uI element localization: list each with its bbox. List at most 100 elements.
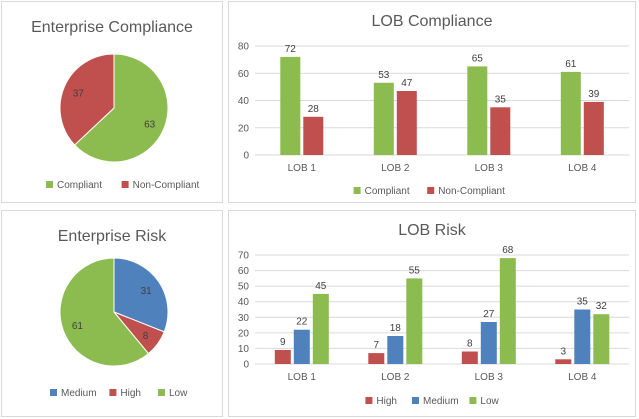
enterprise-risk-panel: Enterprise Risk 31 8 61 Medium High Low <box>1 210 223 417</box>
data-label: 53 <box>378 70 390 81</box>
bar-medium-lob1 <box>293 329 310 364</box>
lob-risk-chart: LOB Risk 0 10 20 30 40 50 60 70 9 22 45 LOB 1 7 18 55 LO… <box>238 222 629 407</box>
x-tick-label: LOB 2 <box>381 163 410 174</box>
lob-compliance-chart: LOB Compliance 0 20 40 60 80 72 28 LOB 1 53 47 LOB … <box>238 13 629 197</box>
data-label: 35 <box>577 297 589 308</box>
bar-non-compliant-lob2 <box>396 91 417 155</box>
y-tick-label: 40 <box>238 96 250 107</box>
y-tick-label: 30 <box>238 313 250 324</box>
legend-swatch <box>469 397 477 404</box>
y-tick-label: 50 <box>238 282 250 293</box>
y-tick-label: 10 <box>238 344 250 355</box>
enterprise-compliance-chart: Enterprise Compliance 63 37 Compliant Non-Co… <box>31 19 200 191</box>
legend-entry: Compliant <box>57 180 102 191</box>
x-tick-label: LOB 3 <box>475 372 504 383</box>
data-label: 47 <box>401 78 413 89</box>
data-label: 28 <box>308 104 320 115</box>
pie-slice-non-compliant <box>59 53 115 146</box>
data-label: 72 <box>285 44 297 55</box>
y-tick-label: 40 <box>238 297 250 308</box>
data-label: 61 <box>565 59 577 70</box>
data-label: 27 <box>483 309 495 320</box>
y-tick-label: 20 <box>238 328 250 339</box>
data-label: 45 <box>315 281 327 292</box>
legend-swatch <box>427 187 435 194</box>
legend-swatch <box>412 397 419 404</box>
bar-compliant-lob4 <box>560 71 581 155</box>
y-tick-label: 60 <box>238 266 250 277</box>
bar-low-lob2 <box>406 278 423 364</box>
legend-entry: Compliant <box>365 186 410 197</box>
bar-medium-lob4 <box>574 309 591 364</box>
bar-low-lob1 <box>312 293 329 364</box>
data-label: 18 <box>390 323 402 334</box>
legend-swatch <box>353 187 361 194</box>
bar-high-lob4 <box>555 359 572 364</box>
lob-risk-panel: LOB Risk 0 10 20 30 40 50 60 70 9 22 45 LOB 1 7 18 55 LO… <box>228 210 636 417</box>
data-label: 32 <box>596 301 608 312</box>
legend-swatch <box>121 181 129 188</box>
bar-medium-lob2 <box>387 336 404 364</box>
legend-entry: Low <box>169 388 188 399</box>
y-tick-label: 80 <box>238 42 250 53</box>
legend-swatch <box>46 181 53 188</box>
bar-non-compliant-lob3 <box>490 107 511 155</box>
y-tick-label: 20 <box>238 123 250 134</box>
legend-entry: Medium <box>423 396 459 407</box>
y-tick-label: 0 <box>243 360 249 371</box>
bar-compliant-lob3 <box>467 66 488 155</box>
data-label: 35 <box>495 94 507 105</box>
x-tick-label: LOB 2 <box>381 372 410 383</box>
bar-non-compliant-lob1 <box>303 116 324 155</box>
legend-swatch <box>365 397 373 404</box>
x-tick-label: LOB 4 <box>568 163 597 174</box>
pie-slice-compliant <box>73 53 169 163</box>
chart-title: Enterprise Compliance <box>31 19 193 36</box>
data-label: 55 <box>409 265 421 276</box>
legend-entry: Medium <box>61 388 97 399</box>
y-tick-label: 60 <box>238 69 250 80</box>
data-label: 65 <box>472 53 484 64</box>
pie-slice-low <box>59 257 150 367</box>
bar-compliant-lob1 <box>280 56 301 155</box>
chart-title: Enterprise Risk <box>58 228 167 245</box>
data-label: 61 <box>72 321 84 332</box>
legend-entry: Low <box>480 396 499 407</box>
bar-high-lob2 <box>368 353 385 364</box>
legend-entry: Non-Compliant <box>438 186 505 197</box>
data-label: 39 <box>588 89 600 100</box>
lob-compliance-panel: LOB Compliance 0 20 40 60 80 72 28 LOB 1 53 47 LOB … <box>228 1 636 203</box>
enterprise-risk-chart: Enterprise Risk 31 8 61 Medium High Low <box>50 228 188 399</box>
y-tick-label: 0 <box>243 151 249 162</box>
legend-entry: Non-Compliant <box>133 180 200 191</box>
bar-non-compliant-lob4 <box>583 101 604 155</box>
y-tick-label: 70 <box>238 251 250 262</box>
enterprise-compliance-panel: Enterprise Compliance 63 37 Compliant Non-Co… <box>1 1 223 203</box>
bar-medium-lob3 <box>480 322 497 364</box>
bar-high-lob1 <box>274 350 291 364</box>
data-label: 8 <box>143 331 149 342</box>
x-tick-label: LOB 1 <box>288 372 317 383</box>
legend-swatch <box>158 389 165 396</box>
x-tick-label: LOB 4 <box>568 372 597 383</box>
x-tick-label: LOB 1 <box>288 163 317 174</box>
legend-swatch <box>50 389 57 396</box>
legend-swatch <box>109 389 117 396</box>
legend-entry: High <box>120 388 141 399</box>
pie-slice-medium <box>113 257 169 333</box>
data-label: 22 <box>296 317 308 328</box>
bar-low-lob4 <box>593 314 610 364</box>
data-label: 68 <box>502 245 514 256</box>
data-label: 7 <box>374 340 380 351</box>
data-label: 31 <box>141 286 153 297</box>
legend-entry: High <box>376 396 397 407</box>
bar-low-lob3 <box>499 258 516 364</box>
chart-title: LOB Compliance <box>372 13 493 30</box>
x-tick-label: LOB 3 <box>475 163 504 174</box>
data-label: 63 <box>144 119 156 130</box>
data-label: 9 <box>280 337 286 348</box>
data-label: 37 <box>73 89 85 100</box>
data-label: 3 <box>561 346 567 357</box>
chart-title: LOB Risk <box>398 222 467 239</box>
data-label: 8 <box>467 339 473 350</box>
